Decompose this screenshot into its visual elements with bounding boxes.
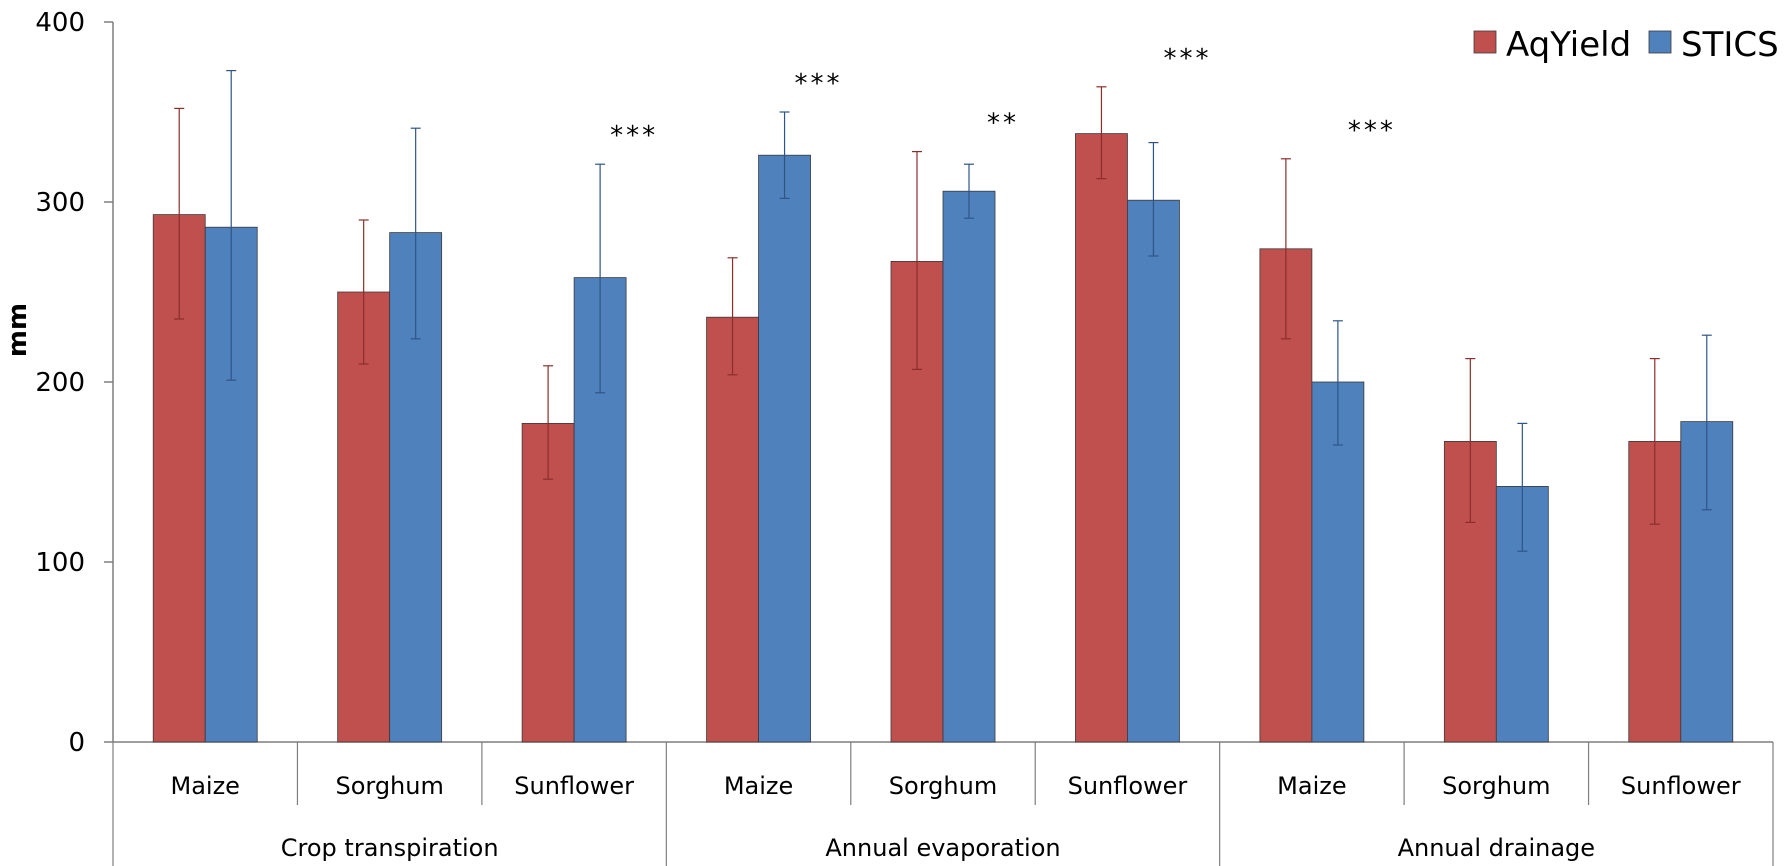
bar-aqyield [706, 316, 759, 743]
bar-stics [942, 190, 996, 743]
significance-marker: ** [987, 109, 1019, 139]
y-tick-label: 400 [35, 8, 85, 38]
legend-label-aqyield: AqYield [1506, 25, 1631, 65]
x-group-label: Crop transpiration [281, 834, 499, 862]
bars-layer [152, 133, 1734, 743]
y-tick-label: 0 [68, 728, 85, 758]
x-category-label: Maize [1277, 772, 1346, 800]
x-category-label: Sorghum [335, 772, 443, 800]
y-tick-label: 200 [35, 368, 85, 398]
significance-marker: *** [610, 121, 658, 151]
y-axis-label: mm [3, 303, 33, 357]
error-bars-layer [174, 69, 1712, 552]
legend-swatch-stics [1648, 30, 1672, 54]
x-category-label: Maize [724, 772, 793, 800]
bar-stics [1127, 199, 1180, 743]
significance-marker: *** [1348, 116, 1396, 146]
x-category-label: Maize [170, 772, 239, 800]
bar-aqyield [1075, 133, 1128, 743]
y-tick-label: 300 [35, 188, 85, 218]
bar-aqyield [337, 291, 391, 743]
legend: AqYield STICS [1473, 25, 1779, 65]
y-axis: 0 100 200 300 400 [35, 8, 114, 758]
x-axis: Maize Sorghum Sunflower Crop transpiration M… [112, 741, 1774, 866]
x-category-label: Sorghum [889, 772, 997, 800]
significance-layer: ************** [610, 44, 1396, 151]
x-category-label: Sunflower [514, 772, 634, 800]
bar-stics [758, 154, 811, 743]
y-tick-label: 100 [35, 548, 85, 578]
x-group-label: Annual drainage [1398, 834, 1595, 862]
legend-label-stics: STICS [1681, 25, 1779, 65]
significance-marker: *** [795, 69, 843, 99]
legend-swatch-aqyield [1473, 30, 1497, 54]
x-group-label: Annual evaporation [825, 834, 1060, 862]
significance-marker: *** [1163, 44, 1211, 74]
x-category-label: Sunflower [1621, 772, 1741, 800]
x-category-label: Sunflower [1068, 772, 1188, 800]
x-category-label: Sorghum [1442, 772, 1550, 800]
